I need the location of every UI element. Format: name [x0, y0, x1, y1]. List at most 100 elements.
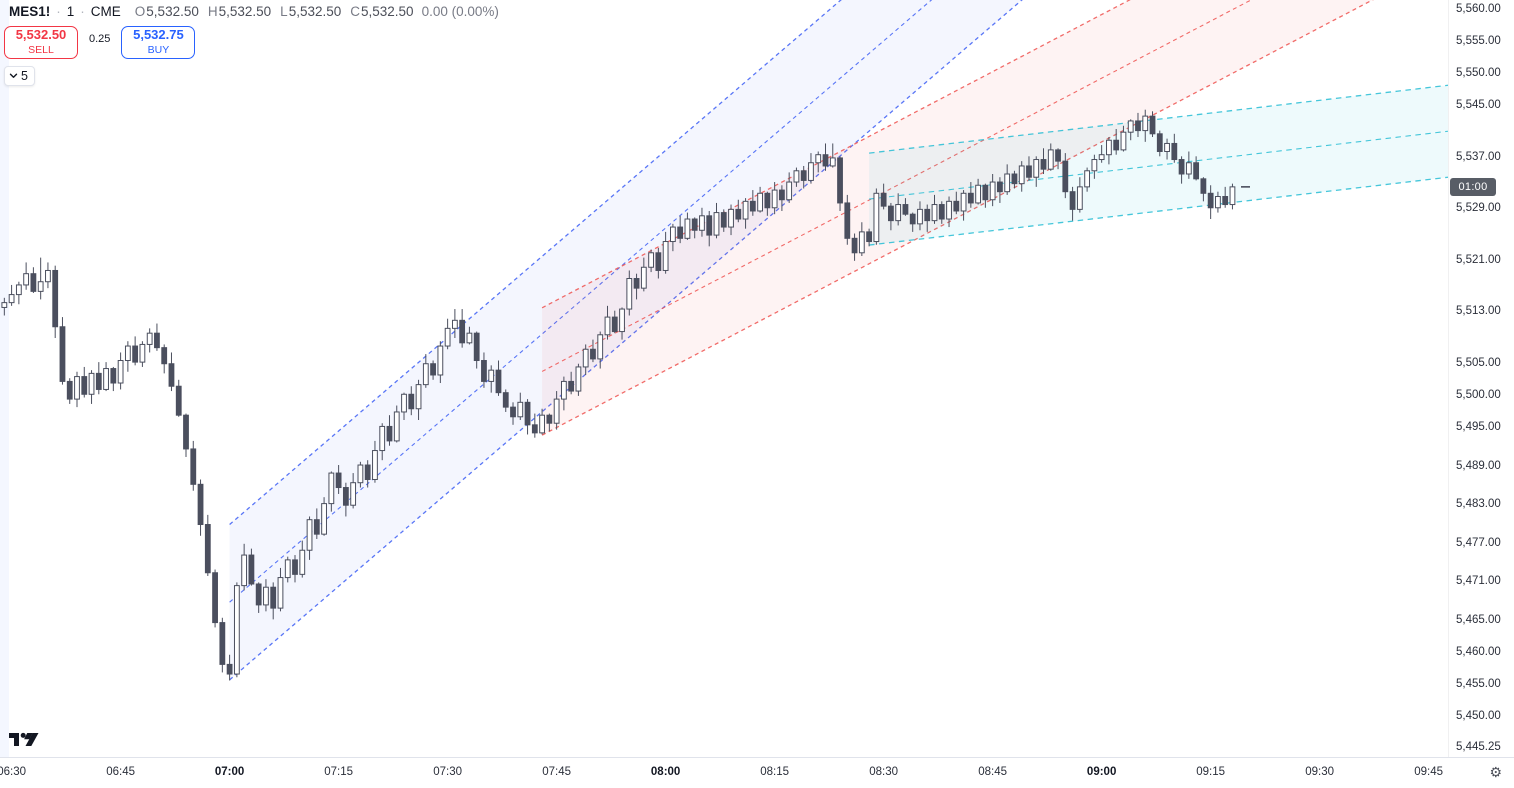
candle-body: [1135, 120, 1141, 132]
candle-body: [924, 208, 931, 222]
candle-body: [1142, 115, 1149, 132]
price-axis[interactable]: 01:00 5,560.00 5,555.00 5,550.00 5,545.00 5,…: [1448, 0, 1514, 757]
time-tick-label: 07:30: [433, 766, 462, 778]
buy-button[interactable]: 5,532.75 BUY: [121, 26, 196, 59]
candle-body: [190, 448, 197, 485]
candle-body: [401, 393, 407, 413]
regression-channel-cyan[interactable]: [869, 84, 1448, 246]
time-tick-label: 09:00: [1086, 766, 1117, 778]
candle-body: [451, 319, 458, 329]
candle-body: [1106, 139, 1112, 156]
candle-body: [764, 192, 771, 209]
candle-body: [815, 154, 822, 164]
sell-button[interactable]: 5,532.50 SELL: [4, 26, 78, 59]
candlestick-chart[interactable]: [0, 0, 1448, 757]
candle-body: [655, 252, 662, 271]
candle-body: [1200, 178, 1207, 194]
candle-body: [706, 215, 713, 236]
candle-body: [23, 273, 30, 286]
price-tick-label: 5,521.00: [1456, 253, 1501, 266]
regression-channel-red[interactable]: [541, 0, 1448, 436]
candle-body: [1185, 162, 1192, 175]
candle-body: [960, 192, 967, 212]
candle-body: [917, 208, 923, 225]
candle-body: [437, 345, 444, 376]
time-tick-label: 08:45: [978, 766, 1008, 778]
candle-body: [488, 369, 495, 382]
time-tick-label: 06:30: [0, 766, 26, 778]
candle-body: [880, 192, 887, 207]
time-tick-label: 09:15: [1196, 766, 1226, 778]
low-value: L5,532.50: [280, 4, 342, 19]
candle-body: [982, 184, 989, 201]
price-tick-label: 5,513.00: [1456, 305, 1501, 318]
time-axis-settings-icon[interactable]: ⚙: [1489, 764, 1502, 780]
candle-body: [735, 208, 742, 220]
candle-body: [204, 524, 211, 574]
candle-body: [517, 401, 524, 418]
candle-body: [313, 519, 320, 535]
candle-body: [66, 380, 73, 400]
close-value: C5,532.50: [350, 4, 414, 19]
candle-body: [284, 559, 291, 579]
candle-body: [1091, 159, 1098, 172]
candle-body: [808, 162, 814, 181]
quantity-value: 5: [21, 69, 28, 83]
candle-body: [1, 302, 8, 308]
candle-body: [161, 347, 168, 365]
candle-body: [444, 327, 451, 347]
candle-body: [241, 554, 248, 587]
candle-body: [677, 226, 684, 239]
candle-body: [183, 414, 189, 450]
candle-body: [800, 170, 807, 181]
candle-body: [648, 252, 654, 268]
interval-value[interactable]: 1: [66, 4, 75, 19]
tradingview-logo[interactable]: [8, 729, 40, 752]
candle-body: [662, 241, 669, 271]
candle-body: [103, 368, 109, 390]
candle-body: [619, 308, 625, 333]
candle-body: [1026, 165, 1032, 178]
candle-body: [1164, 142, 1170, 152]
price-tick-label: 5,450.00: [1456, 710, 1501, 723]
candle-body: [873, 192, 880, 243]
candle-body: [967, 192, 974, 204]
symbol-name[interactable]: MES1!: [9, 4, 51, 19]
time-tick-label: 08:15: [760, 766, 790, 778]
candle-body: [81, 376, 88, 395]
candle-body: [866, 231, 873, 243]
candle-body: [146, 332, 153, 345]
candle-body: [248, 554, 255, 585]
time-tick-label: 08:30: [869, 766, 899, 778]
candles[interactable]: [1, 109, 1236, 681]
candle-body: [888, 205, 894, 222]
candle-body: [364, 464, 371, 480]
price-tick-label: 5,550.00: [1456, 67, 1501, 80]
candle-body: [633, 278, 640, 289]
candle-body: [510, 406, 516, 418]
candle-body: [45, 269, 51, 283]
quantity-selector[interactable]: 5: [4, 66, 35, 86]
candle-body: [226, 663, 233, 675]
buy-label: BUY: [147, 44, 170, 56]
candle-body: [1127, 120, 1134, 133]
regression-channel-blue[interactable]: [229, 0, 1448, 681]
time-axis[interactable]: ⚙ 06:30 06:45 07:00 07:15 07:30 07:45 08:00 08:…: [0, 757, 1514, 788]
time-tick-label: 07:15: [324, 766, 353, 778]
regression-channel-blue-fill: [229, 0, 1022, 680]
regression-channel-cyan-median-line[interactable]: [869, 130, 1448, 200]
candle-body: [793, 170, 800, 183]
price-tick-label: 5,445.25: [1456, 741, 1501, 753]
candle-body: [466, 332, 473, 344]
candle-body: [1011, 173, 1018, 185]
candle-body: [88, 372, 95, 395]
candle-body: [212, 572, 218, 624]
candle-body: [168, 363, 175, 387]
candle-body: [604, 316, 611, 336]
change-value: 0.00 (0.00%): [421, 4, 499, 19]
candle-body: [524, 401, 531, 426]
candle-body: [379, 425, 386, 452]
regression-channel-cyan-upper-line[interactable]: [869, 84, 1448, 154]
regression-channel-cyan-lower-line[interactable]: [869, 176, 1448, 246]
